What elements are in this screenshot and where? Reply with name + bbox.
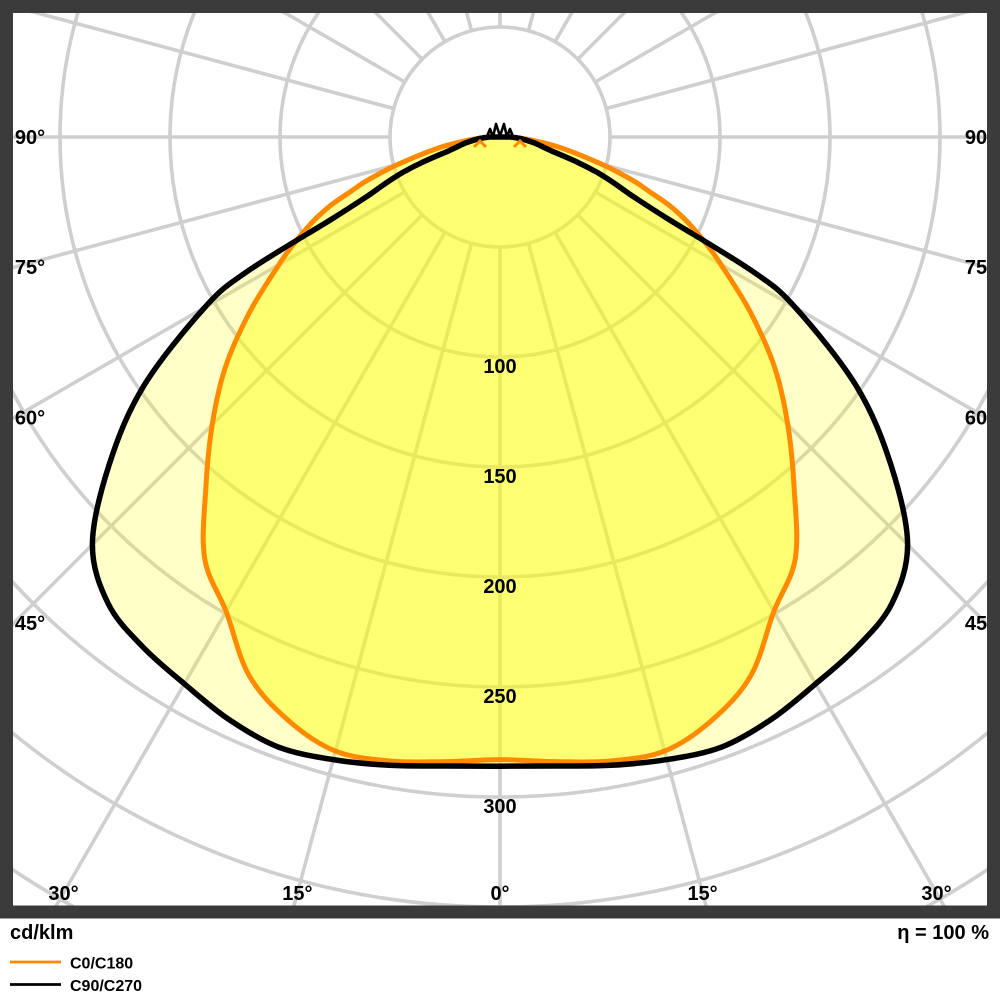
radial-unit-label: cd/klm (10, 922, 73, 944)
origin-detail (472, 122, 528, 149)
origin-orange-bump-left (472, 138, 488, 149)
ring-label-200: 200 (483, 576, 516, 598)
curve-fill-C90-C270 (92, 137, 908, 767)
grid-spoke-105 (605, 13, 970, 111)
plot-frame (0, 0, 1000, 919)
angle-label-left-60: 60° (15, 408, 45, 430)
angle-label-left-90: 90° (15, 127, 45, 149)
legend: C0/C180 C90/C270 (10, 956, 142, 995)
grid-spoke-345 (292, 242, 474, 906)
angle-label-left-45: 45° (15, 613, 45, 635)
angle-label-left-15: 15° (282, 883, 312, 905)
grid-spoke-15 (526, 242, 708, 906)
grid-spoke-255 (30, 13, 395, 111)
angle-label-right-30: 30° (921, 883, 951, 905)
curve-fill-C0-C180 (203, 137, 797, 763)
grid-spoke-285 (13, 163, 395, 270)
angle-label-right-15: 15° (687, 883, 717, 905)
angle-label-left-0: 0° (490, 883, 509, 905)
grid-spoke-45 (576, 213, 987, 627)
measurement-noise-spike-icon (484, 122, 516, 140)
ring-label-100: 100 (483, 356, 516, 378)
ring-label-250: 250 (483, 686, 516, 708)
efficiency-label: η = 100 % (897, 922, 989, 944)
ring-label-150: 150 (483, 466, 516, 488)
curve-line-C0-C180 (200, 134, 800, 765)
intensity-curves (89, 134, 911, 769)
grid-spoke-300 (13, 190, 406, 421)
grid-spoke-315 (13, 213, 424, 627)
ring-label-300: 300 (483, 796, 516, 818)
angle-label-left-75: 75° (15, 257, 45, 279)
origin-orange-bump-right (512, 138, 528, 149)
angle-label-left-30: 30° (48, 883, 78, 905)
legend-label-c0: C0/C180 (70, 956, 133, 973)
curve-line-C90-C270 (89, 134, 911, 769)
legend-label-c90: C90/C270 (70, 978, 142, 995)
grid-spoke-75 (605, 163, 987, 270)
grid-spoke-60 (594, 190, 987, 421)
